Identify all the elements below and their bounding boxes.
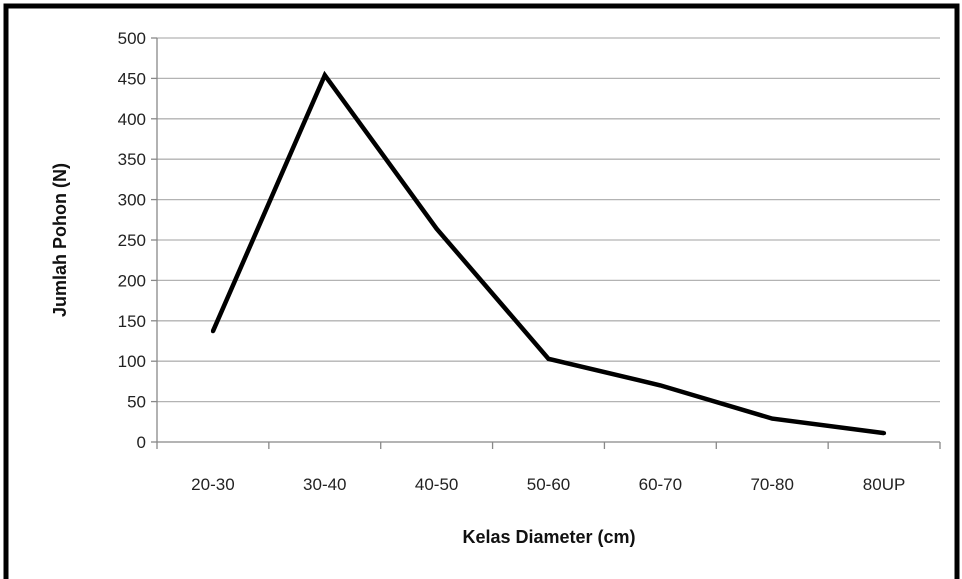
series-group [210, 70, 887, 436]
x-tick-label: 30-40 [303, 475, 346, 494]
data-point [210, 329, 215, 334]
y-tick-label: 250 [118, 231, 146, 250]
x-tick-label: 60-70 [639, 475, 682, 494]
data-point [882, 431, 887, 436]
x-tick-label: 50-60 [527, 475, 570, 494]
data-point [434, 226, 439, 231]
y-tick-label: 400 [118, 110, 146, 129]
y-tick-label: 350 [118, 150, 146, 169]
y-tick-label: 150 [118, 312, 146, 331]
y-tick-label: 50 [127, 393, 146, 412]
chart-frame [3, 3, 960, 579]
data-point [322, 73, 327, 78]
y-tick-label: 300 [118, 191, 146, 210]
x-axis-ticks: 20-30 30-40 40-50 50-60 60-70 70-80 80UP [156, 441, 941, 494]
data-point [658, 383, 663, 388]
x-axis-title: Kelas Diameter (cm) [462, 527, 635, 547]
y-tick-label: 100 [118, 352, 146, 371]
x-tick-label: 80UP [863, 475, 906, 494]
y-tick-label: 0 [137, 433, 146, 452]
x-tick-label: 70-80 [750, 475, 793, 494]
x-tick-label: 40-50 [415, 475, 458, 494]
y-axis-title: Jumlah Pohon (N) [50, 163, 70, 317]
x-tick-label: 20-30 [191, 475, 234, 494]
data-point [546, 356, 551, 361]
data-point [770, 416, 775, 421]
y-tick-label: 200 [118, 271, 146, 290]
y-tick-label: 450 [118, 69, 146, 88]
y-axis-ticks: 0 50 100 150 200 250 300 350 400 450 500 [118, 29, 158, 452]
y-tick-label: 500 [118, 29, 146, 48]
